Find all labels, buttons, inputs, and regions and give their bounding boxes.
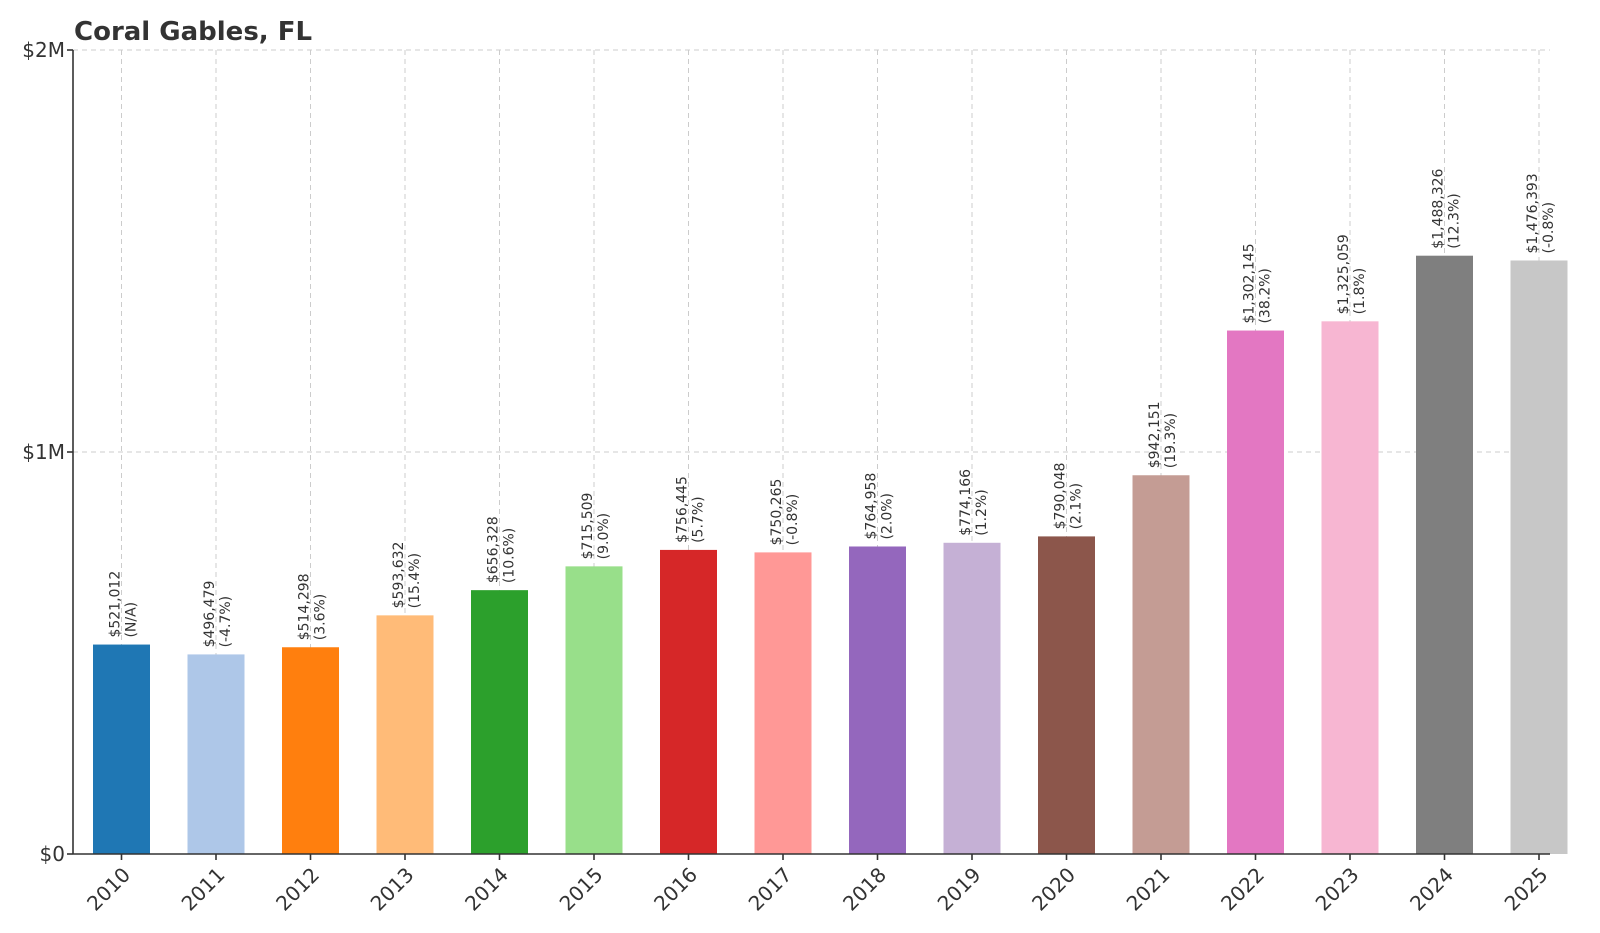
x-tick-label-2022: 2022 [1216, 863, 1269, 916]
value-label-2024: $1,488,326 [1431, 168, 1447, 248]
x-tick-label-2020: 2020 [1027, 863, 1080, 916]
value-label-2012: $514,298 [297, 573, 313, 640]
value-label-2016: $756,445 [675, 476, 691, 543]
value-label-2015: $715,509 [580, 493, 596, 560]
value-label-2013: $593,632 [391, 542, 407, 609]
data-labels-layer: $521,012 (N/A) $496,479 (-4.7%) $514,298 (3.6… [108, 168, 1558, 647]
value-label-2020: $790,048 [1053, 463, 1069, 530]
bar-2024 [1416, 255, 1473, 855]
x-tick-label-2024: 2024 [1405, 863, 1458, 916]
change-label-2015: (9.0%) [596, 513, 612, 560]
change-label-2011: (-4.7%) [218, 596, 234, 648]
change-label-2024: (12.3%) [1447, 193, 1463, 248]
bar-2016 [660, 549, 717, 854]
change-label-2012: (3.6%) [313, 594, 329, 641]
bar-2014 [471, 590, 528, 854]
x-tick-label-2013: 2013 [366, 863, 419, 916]
bar-2019 [943, 542, 1001, 854]
bar-2025 [1510, 260, 1568, 855]
bar-2010 [93, 644, 150, 854]
y-tick-label-0: $0 [40, 842, 65, 866]
x-tick-label-2023: 2023 [1311, 863, 1364, 916]
x-tick-label-2011: 2011 [177, 863, 230, 916]
change-label-2022: (38.2%) [1258, 268, 1274, 323]
bar-2021 [1132, 475, 1190, 854]
change-label-2013: (15.4%) [407, 553, 423, 608]
value-label-2021: $942,151 [1147, 401, 1163, 468]
x-tick-label-2014: 2014 [460, 863, 513, 916]
value-label-2023: $1,325,059 [1336, 234, 1352, 314]
bar-2015 [565, 566, 623, 854]
change-label-2010: (N/A) [124, 602, 140, 638]
x-tick-label-2021: 2021 [1122, 863, 1175, 916]
change-label-2023: (1.8%) [1352, 268, 1368, 315]
value-label-2018: $764,958 [864, 473, 880, 540]
x-tick-label-2019: 2019 [933, 863, 986, 916]
change-label-2020: (2.1%) [1069, 483, 1085, 530]
y-tick-label-1: $1M [22, 440, 65, 464]
bar-2023 [1321, 321, 1379, 854]
y-tick-label-2: $2M [22, 38, 65, 62]
change-label-2019: (1.2%) [974, 489, 990, 536]
bar-2011 [187, 654, 245, 854]
bar-2018 [849, 546, 906, 854]
bar-2022 [1227, 330, 1284, 854]
value-label-2025: $1,476,393 [1525, 173, 1541, 253]
x-tick-label-2025: 2025 [1500, 863, 1553, 916]
x-tick-label-2015: 2015 [555, 863, 608, 916]
chart-title: Coral Gables, FL [74, 17, 312, 47]
x-tick-label-2018: 2018 [838, 863, 891, 916]
bar-2017 [754, 552, 812, 854]
change-label-2017: (-0.8%) [785, 494, 801, 546]
change-label-2025: (-0.8%) [1541, 202, 1557, 254]
x-tick-label-2012: 2012 [271, 863, 324, 916]
x-tick-label-2010: 2010 [82, 863, 135, 916]
bar-2012 [282, 647, 339, 854]
value-label-2011: $496,479 [202, 581, 218, 648]
value-label-2010: $521,012 [108, 571, 124, 638]
change-label-2021: (19.3%) [1163, 413, 1179, 468]
value-label-2019: $774,166 [958, 469, 974, 536]
value-label-2017: $750,265 [769, 479, 785, 546]
bars-layer [93, 255, 1568, 855]
change-label-2018: (2.0%) [880, 493, 896, 540]
value-label-2022: $1,302,145 [1242, 243, 1258, 323]
change-label-2014: (10.6%) [502, 528, 518, 583]
x-tick-label-2016: 2016 [649, 863, 702, 916]
value-label-2014: $656,328 [486, 516, 502, 583]
change-label-2016: (5.7%) [691, 496, 707, 543]
bar-2020 [1038, 536, 1095, 854]
x-tick-label-2017: 2017 [744, 863, 797, 916]
bar-2013 [376, 615, 434, 854]
